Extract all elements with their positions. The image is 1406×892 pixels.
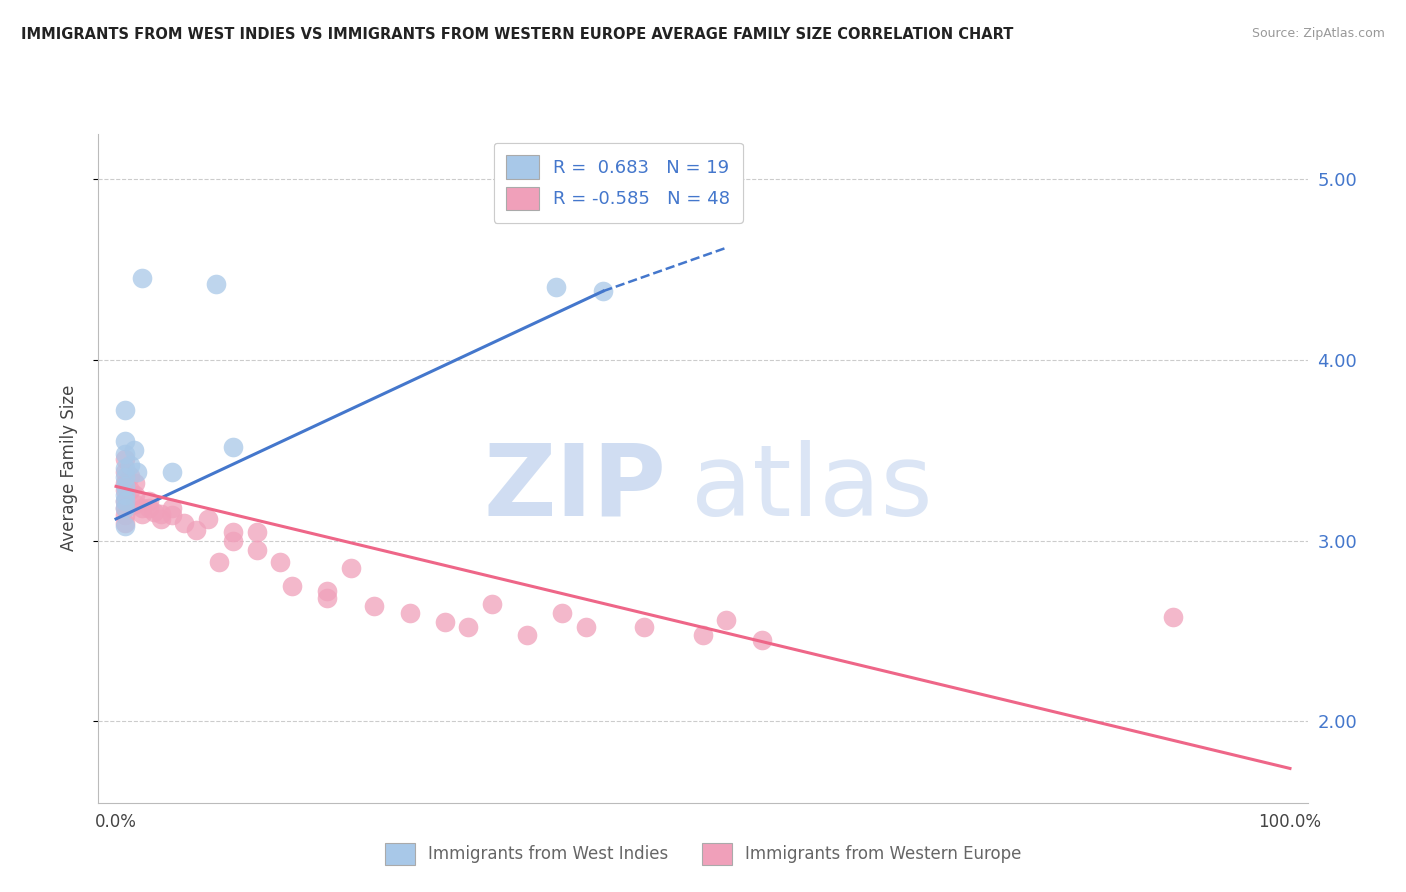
Point <box>142 505 165 519</box>
Point <box>114 516 136 530</box>
Point <box>716 613 738 627</box>
Point <box>592 284 614 298</box>
Point <box>363 599 385 613</box>
Point <box>122 443 145 458</box>
Point <box>114 483 136 497</box>
Point <box>124 488 146 502</box>
Point <box>114 403 136 417</box>
Point <box>114 447 136 461</box>
Point <box>481 597 503 611</box>
Point <box>184 523 207 537</box>
Point <box>546 280 568 294</box>
Point <box>433 615 456 629</box>
Point <box>120 458 142 472</box>
Point <box>457 620 479 634</box>
Point <box>551 606 574 620</box>
Point <box>124 498 146 512</box>
Point <box>149 507 172 521</box>
Legend: R =  0.683   N = 19, R = -0.585   N = 48: R = 0.683 N = 19, R = -0.585 N = 48 <box>494 143 742 223</box>
Point <box>114 479 136 493</box>
Point <box>751 633 773 648</box>
Text: Source: ZipAtlas.com: Source: ZipAtlas.com <box>1251 27 1385 40</box>
Point <box>316 591 339 606</box>
Point <box>114 501 136 516</box>
Text: IMMIGRANTS FROM WEST INDIES VS IMMIGRANTS FROM WESTERN EUROPE AVERAGE FAMILY SIZ: IMMIGRANTS FROM WEST INDIES VS IMMIGRANT… <box>21 27 1014 42</box>
Point <box>114 452 136 467</box>
Point <box>138 501 160 516</box>
Point <box>120 483 142 497</box>
Point <box>633 620 655 634</box>
Point <box>114 508 136 523</box>
Point <box>246 524 269 539</box>
Legend: Immigrants from West Indies, Immigrants from Western Europe: Immigrants from West Indies, Immigrants … <box>374 833 1032 875</box>
Point <box>114 501 136 516</box>
Text: ZIP: ZIP <box>484 440 666 537</box>
Point <box>1161 609 1184 624</box>
Point <box>316 584 339 599</box>
Point <box>269 555 291 569</box>
Point <box>516 627 538 641</box>
Point <box>173 516 195 530</box>
Point <box>127 465 149 479</box>
Point <box>114 461 136 475</box>
Point <box>120 468 142 483</box>
Point <box>246 542 269 557</box>
Point <box>340 560 363 574</box>
Point <box>114 475 136 490</box>
Point <box>398 606 420 620</box>
Point <box>162 465 184 479</box>
Point <box>114 488 136 502</box>
Point <box>281 579 304 593</box>
Y-axis label: Average Family Size: Average Family Size <box>59 385 77 551</box>
Point <box>138 493 160 508</box>
Point <box>222 524 245 539</box>
Point <box>204 277 226 291</box>
Point <box>114 465 136 479</box>
Point <box>131 271 153 285</box>
Point <box>114 470 136 484</box>
Text: atlas: atlas <box>690 440 932 537</box>
Point <box>131 501 153 516</box>
Point <box>575 620 598 634</box>
Point <box>114 519 136 533</box>
Point <box>208 555 231 569</box>
Point <box>114 493 136 508</box>
Point <box>131 507 153 521</box>
Point <box>222 440 245 454</box>
Point <box>114 434 136 449</box>
Point <box>197 512 219 526</box>
Point <box>114 493 136 508</box>
Point <box>149 512 172 526</box>
Point <box>692 627 714 641</box>
Point <box>162 501 184 516</box>
Point <box>162 508 184 523</box>
Point <box>124 475 146 490</box>
Point <box>222 533 245 548</box>
